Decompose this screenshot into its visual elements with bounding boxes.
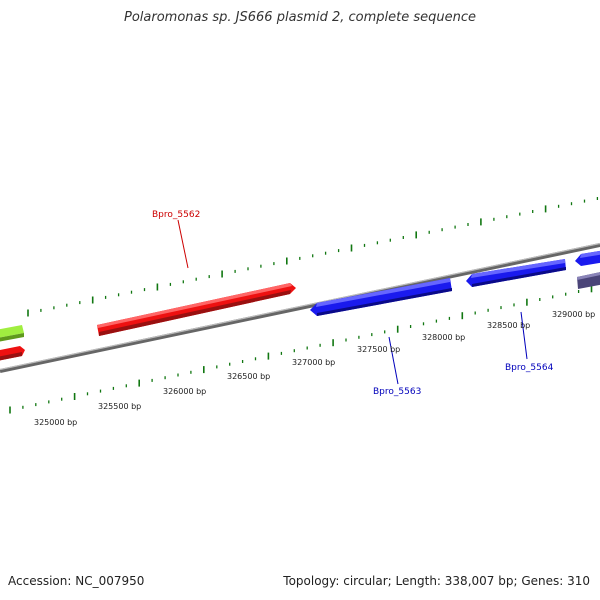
accession-text: Accession: NC_007950 <box>8 574 145 588</box>
bpro-5564-leader <box>520 311 528 360</box>
tick-label-328000: 328000 bp <box>422 333 465 342</box>
gene-forward-left-red[interactable] <box>0 346 25 361</box>
gene-reverse-right-purple[interactable] <box>577 271 600 289</box>
tick-label-325500: 325500 bp <box>98 402 141 411</box>
gene-reverse-right-blue[interactable] <box>575 250 600 266</box>
map-title: Polaromonas sp. JS666 plasmid 2, complet… <box>123 10 476 25</box>
sequence-summary-text: Topology: circular; Length: 338,007 bp; … <box>283 574 590 588</box>
tick-label-326500: 326500 bp <box>227 372 270 381</box>
tick-label-327500: 327500 bp <box>357 345 400 354</box>
gene-bpro-5563[interactable] <box>310 278 452 316</box>
tick-label-328500: 328500 bp <box>487 321 530 330</box>
tick-label-326000: 326000 bp <box>163 387 206 396</box>
forward-tick-track <box>27 197 599 317</box>
tick-label-325000: 325000 bp <box>34 418 77 427</box>
gene-label-bpro-5562[interactable]: Bpro_5562 <box>152 210 200 220</box>
gene-label-bpro-5563[interactable]: Bpro_5563 <box>373 387 421 397</box>
gene-bpro-5562[interactable] <box>97 283 296 336</box>
plasmid-backbone-highlight <box>0 242 600 371</box>
bpro-5563-leader <box>388 336 399 385</box>
bpro-5562-leader <box>177 219 189 269</box>
gene-bpro-5564[interactable] <box>466 259 566 287</box>
tick-label-329000: 329000 bp <box>552 310 595 319</box>
gene-forward-left-green[interactable] <box>0 325 24 342</box>
plasmid-backbone <box>0 243 600 373</box>
tick-label-327000: 327000 bp <box>292 358 335 367</box>
gene-label-bpro-5564[interactable]: Bpro_5564 <box>505 363 554 373</box>
